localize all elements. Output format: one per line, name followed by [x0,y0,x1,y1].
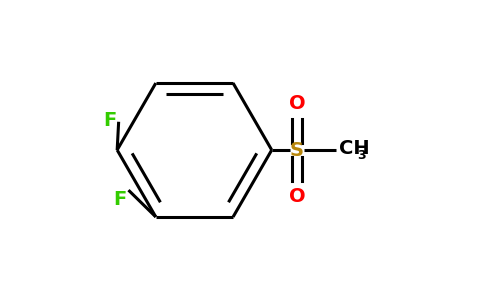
Text: CH: CH [339,139,369,158]
Text: O: O [288,187,305,206]
Text: 3: 3 [357,149,365,162]
Text: F: F [103,111,116,130]
Text: O: O [288,94,305,113]
Text: F: F [113,190,126,208]
Text: S: S [290,140,304,160]
